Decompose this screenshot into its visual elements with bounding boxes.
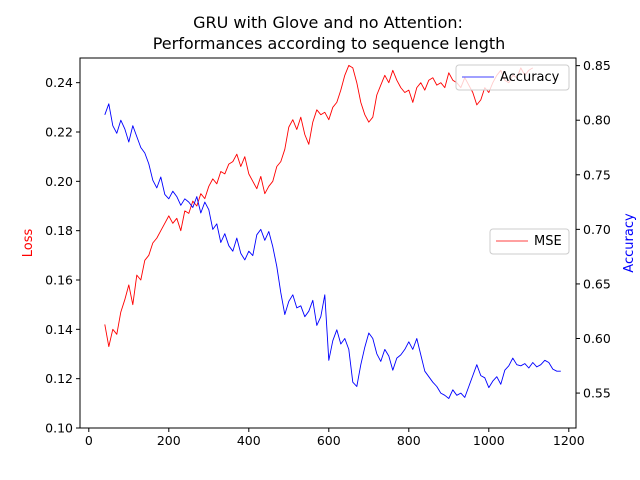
chart-subtitle: Performances according to sequence lengt… <box>153 34 506 53</box>
y-right-tick-label: 0.55 <box>583 386 611 401</box>
y-left-tick-label: 0.20 <box>45 174 73 189</box>
legend-accuracy: Accuracy <box>455 64 570 91</box>
y-left-tick-label: 0.18 <box>45 223 73 238</box>
x-tick-label: 800 <box>397 433 421 448</box>
y-left-tick-label: 0.24 <box>45 75 73 90</box>
legend-mse-label: MSE <box>534 234 562 249</box>
series-line-accuracy <box>104 103 561 399</box>
x-tick-label: 200 <box>157 433 181 448</box>
y-right-tick-label: 0.75 <box>583 167 611 182</box>
x-tick-label: 1200 <box>553 433 585 448</box>
y-left-tick-label: 0.10 <box>45 421 73 436</box>
y-left-tick-label: 0.14 <box>45 322 73 337</box>
y-left-tick-label: 0.22 <box>45 125 73 140</box>
chart-title: GRU with Glove and no Attention: <box>193 13 463 32</box>
legend-accuracy-label: Accuracy <box>500 70 560 85</box>
y-axis-right-label: Accuracy <box>622 213 637 273</box>
plot-frame <box>79 57 577 429</box>
y-left-tick-label: 0.16 <box>45 273 73 288</box>
y-right-tick-label: 0.85 <box>583 58 611 73</box>
ticks-layer: 0 200 400 600 800 1000 1200 0.10 0.12 0.14 0.16 0.1… <box>45 58 611 448</box>
y-right-tick-label: 0.60 <box>583 331 611 346</box>
y-right-tick-label: 0.65 <box>583 276 611 291</box>
x-tick-label: 1000 <box>473 433 505 448</box>
y-right-tick-label: 0.80 <box>583 113 611 128</box>
x-tick-label: 0 <box>85 433 93 448</box>
series-line-mse <box>104 64 534 348</box>
legend-mse: MSE <box>489 228 570 255</box>
legend-mse-box <box>489 228 570 255</box>
y-right-tick-label: 0.70 <box>583 222 611 237</box>
y-axis-left-label: Loss <box>21 229 36 258</box>
legend-accuracy-box <box>455 64 570 91</box>
y-left-tick-label: 0.12 <box>45 371 73 386</box>
x-tick-label: 600 <box>317 433 341 448</box>
x-tick-label: 400 <box>237 433 261 448</box>
